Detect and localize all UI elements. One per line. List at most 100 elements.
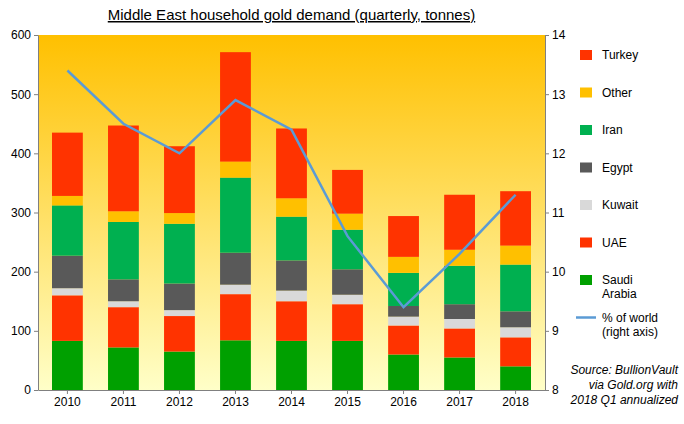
tick: 2014 [278,390,305,409]
legend-swatch [576,316,596,319]
legend-label: UAE [602,236,627,250]
bar [108,301,139,307]
legend-swatch [580,125,592,135]
tick: 2017 [446,390,473,409]
bar [220,294,251,340]
bar [164,284,195,311]
legend-label-line: Saudi [602,273,633,287]
tick-label: 100 [11,324,31,338]
tick: 13 [545,88,566,102]
bar [108,307,139,347]
tick: 12 [545,147,566,161]
tick: 11 [545,206,565,220]
legend-label-line: Iran [602,123,623,137]
bar [164,310,195,316]
bar [276,217,307,261]
legend-label-line: UAE [602,236,627,250]
tick-mark [235,390,236,394]
tick-mark [545,94,549,95]
legend-label: Other [602,86,632,100]
bar-series [52,294,531,366]
bar [444,357,475,390]
legend-label-line: Kuwait [602,198,639,212]
tick-mark [34,153,38,154]
bar [164,146,195,213]
source-line: 2018 Q1 annualized [570,393,679,407]
bar [444,328,475,357]
legend-label: % of world(right axis) [602,311,658,339]
bar [220,178,251,253]
tick: 2013 [222,390,249,409]
legend-label-line: (right axis) [602,325,658,339]
tick-label: 0 [24,383,31,397]
bar [108,279,139,301]
bar [500,191,531,245]
bar [108,126,139,212]
tick-mark [459,390,460,394]
tick: 2015 [334,390,361,409]
tick-mark [545,153,549,154]
tick: 500 [11,88,38,102]
plot-background [38,35,545,390]
bar [220,285,251,294]
bar [276,260,307,290]
tick-mark [291,390,292,394]
tick: 200 [11,265,38,279]
tick-label: 2015 [334,395,361,409]
legend-swatch [580,88,592,98]
tick-label: 300 [11,206,31,220]
bar [108,222,139,279]
plot-area [52,52,531,390]
bar [52,295,83,341]
tick: 600 [11,28,38,42]
legend-item: % of world(right axis) [576,311,658,339]
tick-mark [34,331,38,332]
y2-axis: 8 9 10 11 12 13 14 [545,28,566,397]
tick-mark [34,213,38,214]
bar [276,301,307,341]
tick: 8 [545,383,559,397]
bar [388,273,419,306]
tick-mark [34,390,38,391]
tick: 2018 [502,390,529,409]
bar [332,269,363,294]
tick: 9 [545,324,559,338]
tick: 2012 [166,390,193,409]
tick-mark [34,272,38,273]
tick-label: 14 [552,28,566,42]
legend: TurkeyOtherIranEgyptKuwaitUAESaudiArabia… [576,48,658,339]
legend-item: SaudiArabia [580,273,637,301]
bar [52,205,83,255]
tick-mark [545,213,549,214]
bar [276,341,307,390]
tick: 2016 [390,390,417,409]
tick-mark [123,390,124,394]
x-axis: 201020112012201320142015201620172018 [39,390,546,409]
tick-label: 2011 [111,395,137,409]
tick-mark [34,35,38,36]
tick-label: 2014 [278,395,305,409]
legend-label-line: Arabia [602,287,637,301]
bar [108,347,139,390]
bar [388,326,419,355]
legend-swatch [580,163,592,173]
bar [444,304,475,319]
legend-item: UAE [580,236,627,250]
tick: 2011 [111,390,137,409]
tick: 400 [11,147,38,161]
bar [52,133,83,196]
source-line: via Gold.org with [589,378,679,392]
y-axis: 0 100 200 300 400 500 600 [11,28,39,397]
bar [332,304,363,341]
bar [388,257,419,273]
tick-label: 11 [552,206,565,220]
tick-mark [34,94,38,95]
bar [276,128,307,198]
tick: 10 [545,265,566,279]
bar [500,311,531,327]
source-note: Source: BullionVaultvia Gold.org with201… [570,363,679,407]
tick-mark [515,390,516,394]
chart-svg: 2010201120122013201420152016201720180100… [0,0,684,424]
tick-label: 600 [11,28,31,42]
tick-label: 500 [11,88,31,102]
